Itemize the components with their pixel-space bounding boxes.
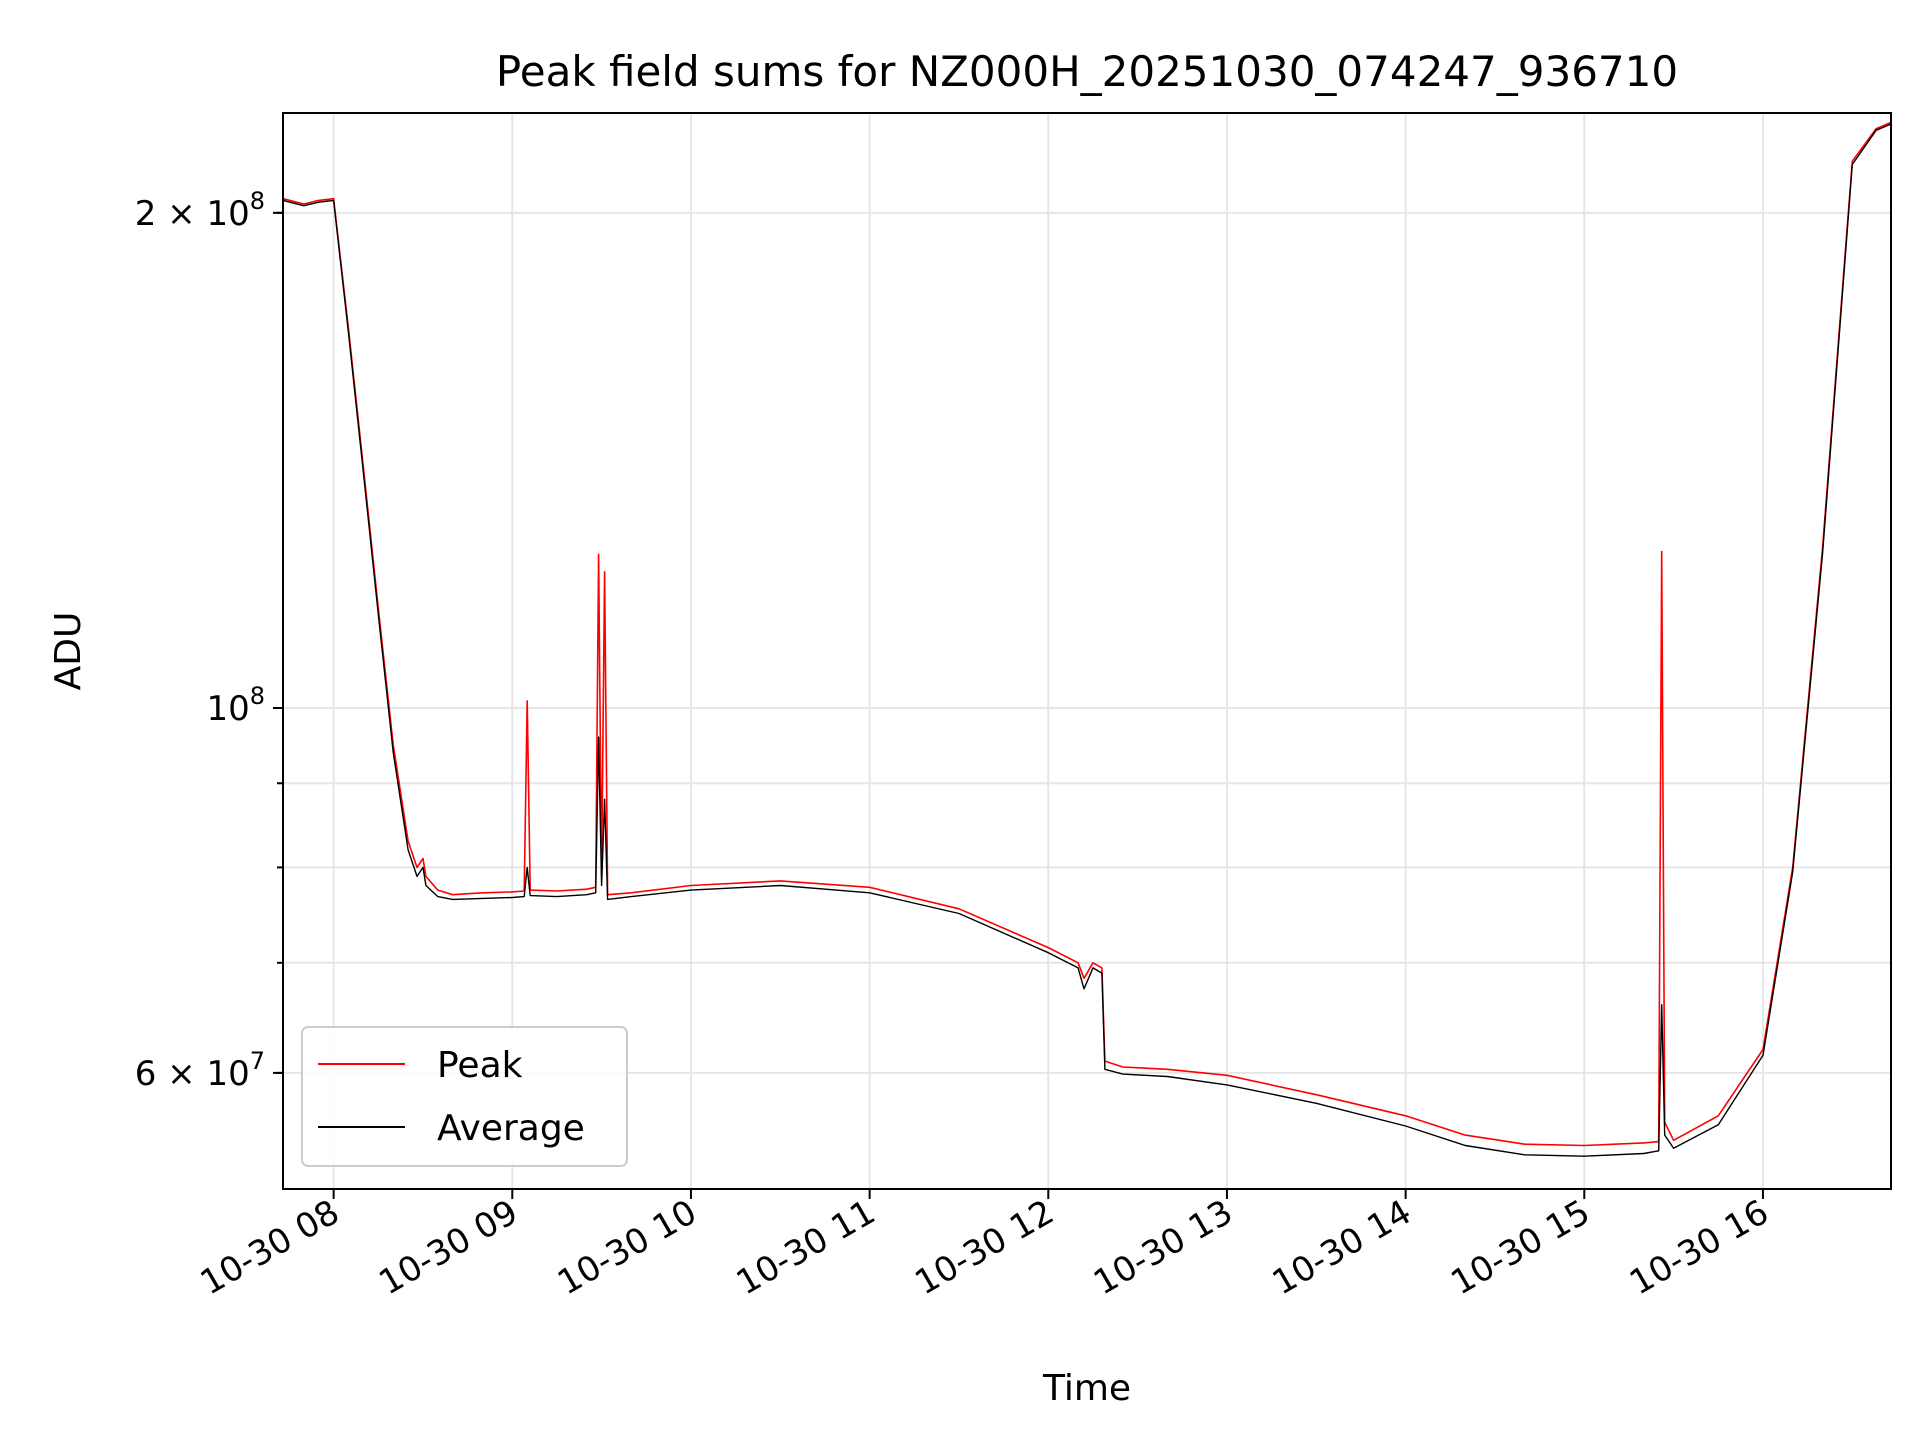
plot-frame <box>282 112 1892 1190</box>
y-axis-label: ADU <box>48 612 89 691</box>
legend: Peak Average <box>301 1026 628 1167</box>
grid-lines <box>283 113 1891 1189</box>
plot-lines <box>282 121 1892 1157</box>
legend-peak-label: Peak <box>437 1045 523 1086</box>
legend-box <box>301 1026 628 1167</box>
series-line-average <box>282 123 1892 1157</box>
y-tick-label: 6 × 107 <box>135 1047 265 1094</box>
series-line-peak <box>282 121 1892 1147</box>
x-axis-label: Time <box>1042 1368 1131 1409</box>
y-tick-label: 2 × 108 <box>135 187 265 234</box>
legend-average-label: Average <box>437 1108 585 1149</box>
chart-title: Peak field sums for NZ000H_20251030_0742… <box>496 47 1678 96</box>
